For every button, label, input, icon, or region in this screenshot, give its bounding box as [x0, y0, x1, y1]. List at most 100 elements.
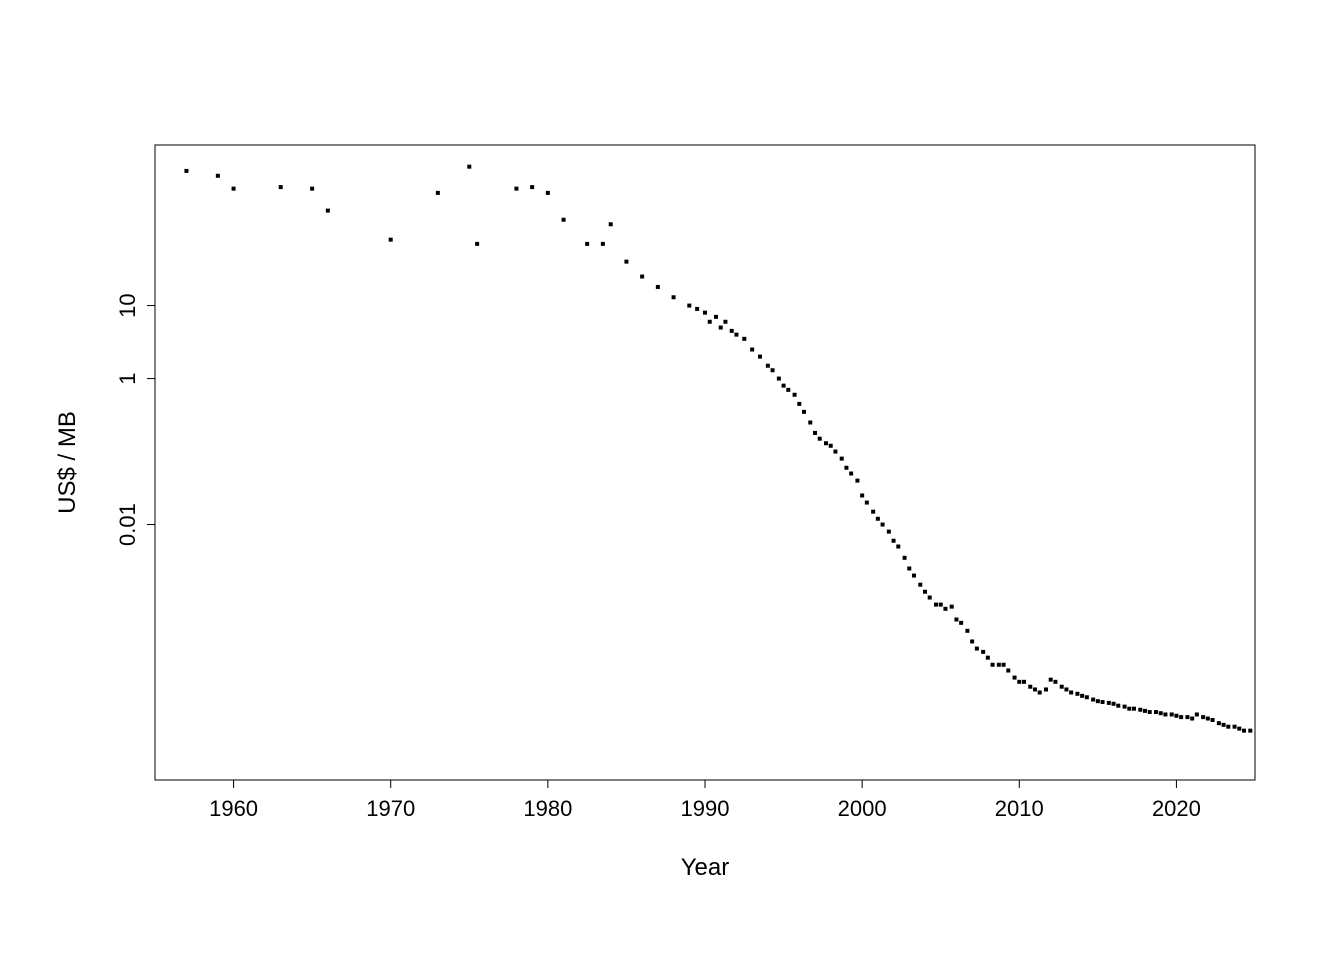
data-point	[1201, 715, 1205, 719]
data-point	[1206, 717, 1210, 721]
data-point	[1107, 701, 1111, 705]
data-point	[1148, 710, 1152, 714]
x-tick-label: 1990	[681, 796, 730, 821]
data-point	[1075, 692, 1079, 696]
data-point	[833, 450, 837, 454]
data-point	[954, 618, 958, 622]
data-point	[865, 501, 869, 505]
data-point	[808, 421, 812, 425]
data-point	[1226, 725, 1230, 729]
y-axis-label: US$ / MB	[54, 411, 81, 514]
data-point	[1222, 723, 1226, 727]
data-point	[881, 523, 885, 527]
x-tick-label: 2000	[838, 796, 887, 821]
data-point	[730, 329, 734, 333]
data-point	[771, 368, 775, 372]
data-point	[1028, 685, 1032, 689]
plot-border	[155, 145, 1255, 780]
x-tick-label: 1970	[366, 796, 415, 821]
data-point	[1138, 708, 1142, 712]
data-point	[1033, 687, 1037, 691]
data-point	[1170, 712, 1174, 716]
data-point	[991, 663, 995, 667]
data-point	[928, 596, 932, 600]
data-point	[1132, 707, 1136, 711]
data-point	[997, 663, 1001, 667]
y-tick-label: 10	[115, 293, 140, 317]
data-point	[1185, 715, 1189, 719]
data-points	[184, 165, 1252, 733]
data-point	[1116, 704, 1120, 708]
data-point	[1248, 729, 1252, 733]
data-point	[530, 185, 534, 189]
data-point	[840, 457, 844, 461]
data-point	[708, 320, 712, 324]
data-point	[723, 320, 727, 324]
data-point	[1101, 700, 1105, 704]
data-point	[887, 530, 891, 534]
data-point	[546, 191, 550, 195]
x-tick-label: 2010	[995, 796, 1044, 821]
data-point	[1002, 663, 1006, 667]
data-point	[467, 165, 471, 169]
data-point	[1096, 699, 1100, 703]
data-point	[1163, 712, 1167, 716]
data-point	[844, 466, 848, 470]
data-point	[1049, 678, 1053, 682]
data-point	[758, 355, 762, 359]
data-point	[1060, 685, 1064, 689]
data-point	[813, 431, 817, 435]
data-point	[326, 209, 330, 213]
data-point	[1044, 687, 1048, 691]
data-point	[965, 629, 969, 633]
data-point	[802, 410, 806, 414]
data-point	[310, 187, 314, 191]
data-point	[1091, 698, 1095, 702]
data-point	[1242, 729, 1246, 733]
data-point	[624, 260, 628, 264]
data-point	[970, 639, 974, 643]
data-point	[892, 539, 896, 543]
data-point	[279, 185, 283, 189]
data-point	[184, 169, 188, 173]
data-point	[912, 574, 916, 578]
x-tick-label: 1980	[523, 796, 572, 821]
data-point	[585, 242, 589, 246]
data-point	[1064, 687, 1068, 691]
y-tick-label: 1	[115, 372, 140, 384]
data-point	[609, 222, 613, 226]
data-point	[475, 242, 479, 246]
data-point	[232, 187, 236, 191]
data-point	[923, 590, 927, 594]
data-point	[918, 583, 922, 587]
data-point	[855, 479, 859, 483]
data-point	[1159, 711, 1163, 715]
data-point	[695, 307, 699, 311]
data-point	[719, 326, 723, 330]
data-point	[436, 191, 440, 195]
data-point	[1013, 676, 1017, 680]
data-point	[786, 388, 790, 392]
data-point	[1154, 710, 1158, 714]
data-point	[1217, 721, 1221, 725]
y-tick-label: 0.01	[115, 503, 140, 546]
data-point	[782, 384, 786, 388]
data-point	[656, 285, 660, 289]
data-point	[849, 472, 853, 476]
data-point	[1174, 714, 1178, 718]
data-point	[714, 315, 718, 319]
data-point	[1195, 712, 1199, 716]
data-point	[939, 603, 943, 607]
data-point	[1127, 707, 1131, 711]
data-point	[1123, 705, 1127, 709]
chart-container: 1960197019801990200020102020Year0.01110U…	[0, 0, 1344, 960]
x-axis-label: Year	[681, 854, 730, 881]
data-point	[703, 311, 707, 315]
data-point	[986, 656, 990, 660]
data-point	[797, 402, 801, 406]
data-point	[1233, 725, 1237, 729]
data-point	[871, 510, 875, 514]
data-point	[672, 295, 676, 299]
data-point	[793, 393, 797, 397]
data-point	[981, 650, 985, 654]
